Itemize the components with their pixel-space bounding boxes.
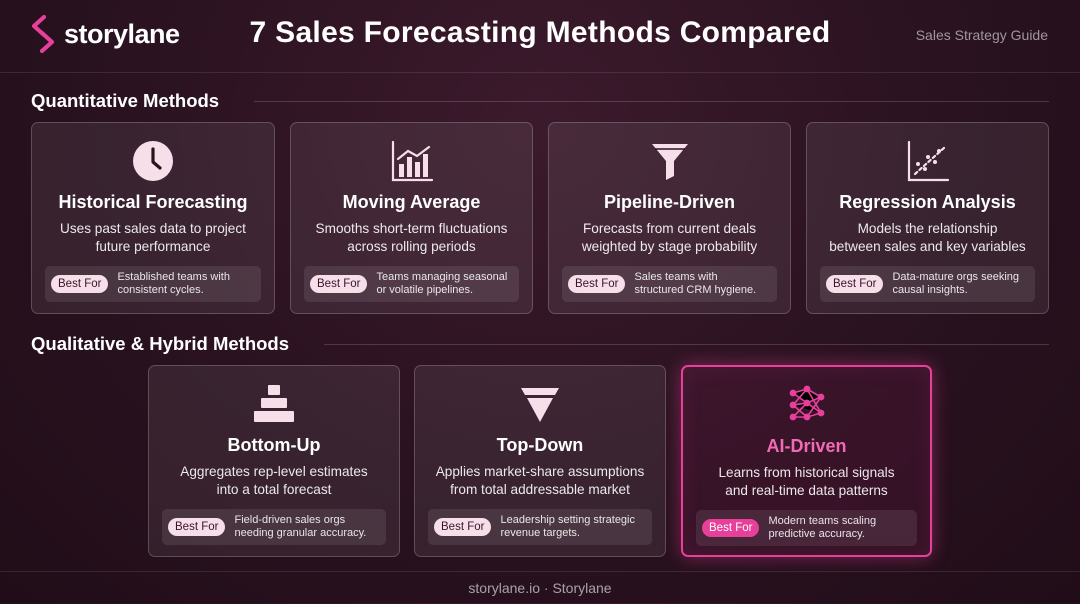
clock-icon [131, 139, 175, 183]
best-for-text: Established teams with consistent cycles. [117, 271, 230, 296]
best-for-box: Best For Field-driven sales orgs needing … [162, 509, 386, 545]
card-title: Bottom-Up [227, 435, 321, 455]
best-for-badge: Best For [51, 275, 109, 293]
best-for-text: Field-driven sales orgs needing granular … [234, 514, 367, 539]
best-for-badge: Best For [702, 519, 760, 537]
footer-text[interactable]: storylane.io · Storylane [468, 580, 612, 596]
card-title: Pipeline-Driven [603, 192, 736, 212]
best-for-text: Modern teams scaling predictive accuracy. [768, 515, 877, 540]
stacked-blocks-icon [252, 382, 296, 426]
scatter-plot-icon [906, 139, 950, 183]
best-for-badge: Best For [826, 275, 884, 293]
card-regression-analysis[interactable]: Regression Analysis Models the relations… [806, 122, 1049, 314]
best-for-box: Best For Modern teams scaling predictive … [696, 510, 917, 546]
card-bottom-up[interactable]: Bottom-Up Aggregates rep-level estimates… [148, 365, 400, 557]
page-title: 7 Sales Forecasting Methods Compared [249, 16, 831, 49]
section-title-quantitative: Quantitative Methods [31, 90, 220, 111]
card-description: Aggregates rep-level estimates into a tot… [180, 464, 368, 497]
best-for-box: Best For Established teams with consisten… [45, 266, 261, 302]
best-for-box: Best For Teams managing seasonal or volat… [304, 266, 519, 302]
card-description: Smooths short-term fluctuations across ro… [315, 221, 508, 254]
card-description: Learns from historical signals and real-t… [718, 465, 895, 498]
card-description: Applies market-share assumptions from tot… [435, 464, 645, 497]
best-for-text: Leadership setting strategic revenue targ… [500, 514, 635, 539]
section-divider [254, 101, 1049, 102]
card-moving-average[interactable]: Moving Average Smooths short-term fluctu… [290, 122, 533, 314]
card-description: Models the relationship between sales and… [829, 221, 1026, 254]
best-for-badge: Best For [568, 275, 626, 293]
section-divider [324, 344, 1049, 345]
neural-network-icon [785, 383, 829, 427]
card-pipeline-driven[interactable]: Pipeline-Driven Forecasts from current d… [548, 122, 791, 314]
card-description: Uses past sales data to project future pe… [60, 221, 246, 254]
bar-chart-icon [390, 139, 434, 183]
footer: storylane.io · Storylane [0, 571, 1080, 604]
funnel-icon [648, 139, 692, 183]
best-for-box: Best For Leadership setting strategic rev… [428, 509, 652, 545]
best-for-box: Best For Data-mature orgs seeking causal … [820, 266, 1035, 302]
section-title-qualitative: Qualitative & Hybrid Methods [31, 333, 290, 354]
card-top-down[interactable]: Top-Down Applies market-share assumption… [414, 365, 666, 557]
inverted-triangle-icon [518, 382, 562, 426]
header: storylane 7 Sales Forecasting Methods Co… [0, 0, 1080, 73]
best-for-badge: Best For [168, 518, 226, 536]
card-ai-driven[interactable]: AI-Driven Learns from historical signals… [681, 365, 932, 557]
best-for-text: Teams managing seasonal or volatile pipel… [376, 271, 508, 296]
best-for-badge: Best For [434, 518, 492, 536]
best-for-text: Data-mature orgs seeking causal insights. [892, 271, 1020, 296]
card-description: Forecasts from current deals weighted by … [581, 221, 758, 254]
header-subtitle: Sales Strategy Guide [915, 27, 1048, 43]
best-for-text: Sales teams with structured CRM hygiene. [634, 271, 757, 296]
storylane-logo-icon [31, 14, 55, 54]
card-title: Moving Average [342, 192, 481, 212]
card-historical-forecasting[interactable]: Historical Forecasting Uses past sales d… [31, 122, 275, 314]
card-title: Top-Down [496, 435, 584, 455]
best-for-badge: Best For [310, 275, 368, 293]
card-title: Historical Forecasting [58, 192, 248, 212]
card-title: Regression Analysis [839, 192, 1016, 212]
best-for-box: Best For Sales teams with structured CRM … [562, 266, 777, 302]
card-title: AI-Driven [766, 436, 847, 456]
logo[interactable]: storylane [30, 14, 180, 54]
brand-name: storylane [64, 18, 180, 49]
